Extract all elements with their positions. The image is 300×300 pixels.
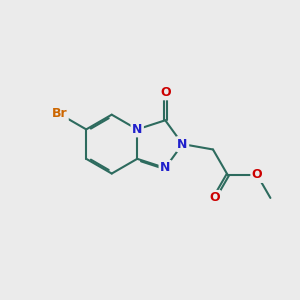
Text: O: O — [160, 86, 170, 99]
Text: O: O — [209, 191, 220, 204]
Text: N: N — [177, 138, 188, 151]
Text: O: O — [252, 169, 262, 182]
Text: N: N — [132, 123, 142, 136]
Text: N: N — [160, 161, 170, 174]
Text: Br: Br — [52, 107, 67, 120]
